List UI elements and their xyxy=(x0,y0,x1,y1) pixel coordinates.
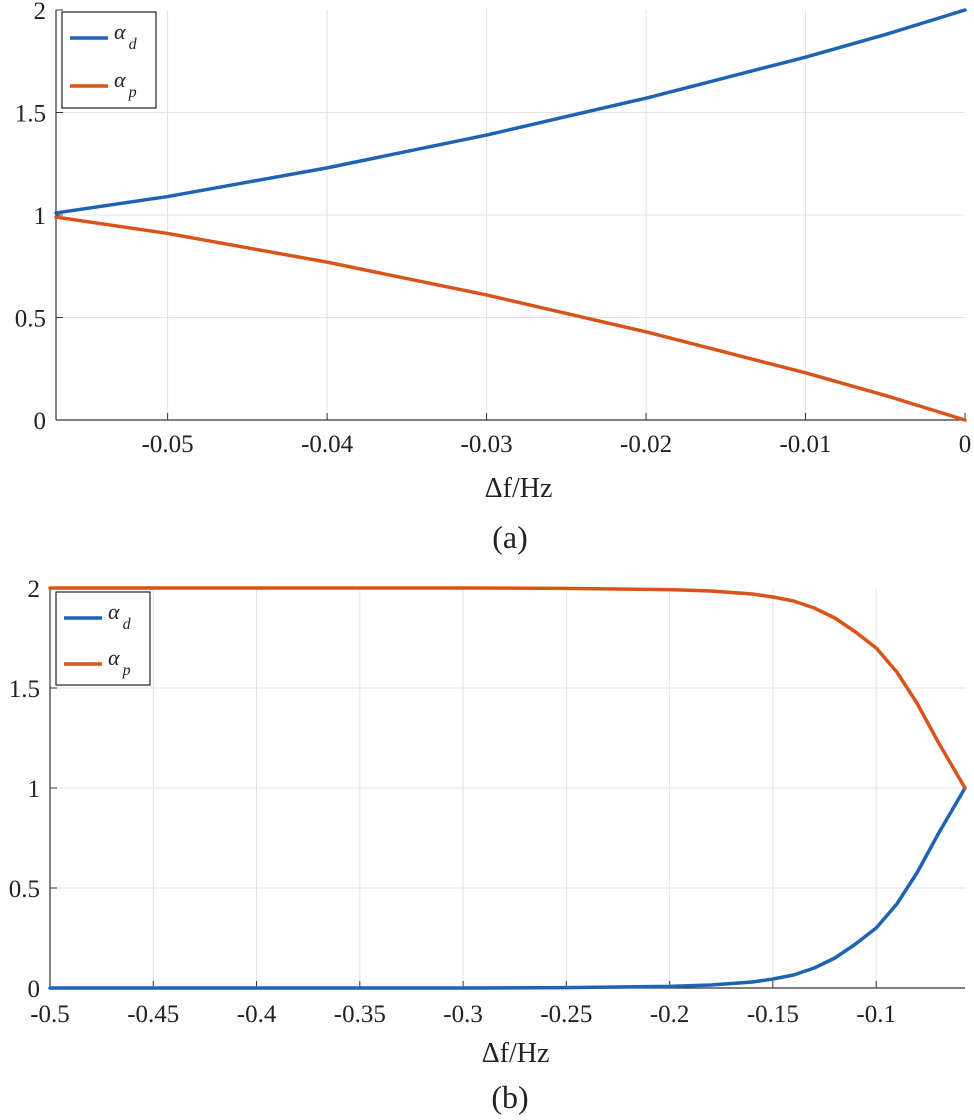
y-tick-label: 2 xyxy=(34,0,47,25)
x-tick-label: -0.04 xyxy=(301,431,354,458)
y-tick-label: 1 xyxy=(34,203,47,230)
x-axis-label: Δf/Hz xyxy=(485,473,553,504)
y-tick-label: 1.5 xyxy=(9,676,40,703)
figure-caption: (a) xyxy=(492,519,528,555)
x-axis-label: Δf/Hz xyxy=(482,1038,550,1069)
y-tick-label: 1.5 xyxy=(15,101,46,128)
figure-caption: (b) xyxy=(491,1079,528,1115)
series-line-p xyxy=(48,586,967,790)
x-tick-label: -0.01 xyxy=(779,431,831,458)
x-tick-label: -0.05 xyxy=(142,431,194,458)
x-tick-label: -0.02 xyxy=(620,431,672,458)
legend-box xyxy=(55,591,151,686)
x-tick-label: -0.1 xyxy=(856,1001,896,1028)
y-tick-label: 1 xyxy=(28,776,41,803)
y-tick-label: 0.5 xyxy=(9,876,40,903)
x-tick-label: -0.45 xyxy=(127,1001,179,1028)
y-tick-label: 2 xyxy=(28,576,41,603)
x-tick-label: -0.35 xyxy=(334,1001,386,1028)
series-line-d xyxy=(48,786,967,990)
x-tick-label: -0.03 xyxy=(461,431,513,458)
y-tick-label: 0.5 xyxy=(15,306,46,333)
x-tick-label: 0 xyxy=(959,431,972,458)
series-line-d xyxy=(54,8,967,215)
y-tick-label: 0 xyxy=(34,408,47,435)
y-tick-label: 0 xyxy=(28,976,41,1003)
x-tick-label: -0.2 xyxy=(650,1001,690,1028)
x-tick-label: -0.25 xyxy=(540,1001,592,1028)
x-tick-label: -0.15 xyxy=(747,1001,799,1028)
chart-panel-b: -0.5 -0.45 -0.4 -0.35 -0.3 -0.25 -0.2 -0.15 -0.1… xyxy=(9,576,967,1115)
legend-box xyxy=(61,11,157,109)
series-line-p xyxy=(54,215,967,422)
x-tick-label: -0.4 xyxy=(237,1001,277,1028)
x-tick-label: -0.5 xyxy=(30,1001,70,1028)
x-tick-label: -0.3 xyxy=(443,1001,483,1028)
